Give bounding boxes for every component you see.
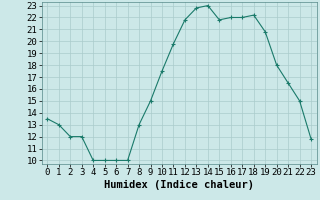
- X-axis label: Humidex (Indice chaleur): Humidex (Indice chaleur): [104, 180, 254, 190]
